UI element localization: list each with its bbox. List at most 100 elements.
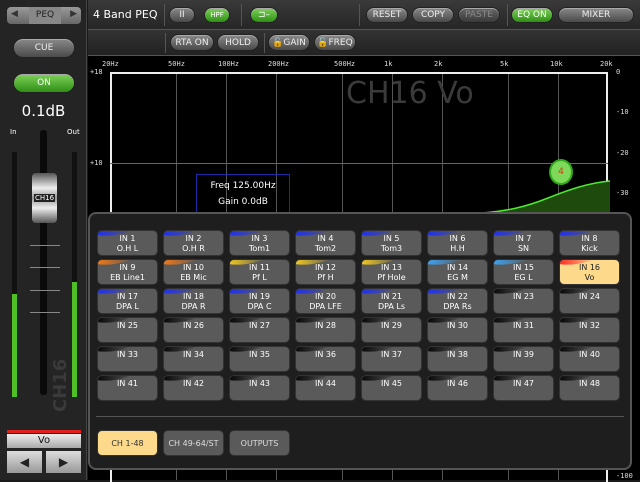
channel-button[interactable]: IN 42 [163, 375, 224, 401]
rta-on-button[interactable]: RTA ON [170, 34, 214, 51]
channel-button[interactable]: IN 16 Vo [559, 259, 620, 285]
channel-button[interactable]: IN 22 DPA Rs [427, 288, 488, 314]
bank-tab[interactable]: CH 49-64/ST [163, 430, 224, 456]
reset-button[interactable]: RESET [366, 7, 408, 23]
eq-type-selector: ◀ PEQ ▶ [7, 7, 81, 24]
cue-button[interactable]: CUE [13, 38, 75, 58]
prev-arrow-icon[interactable]: ◀ [11, 9, 18, 19]
band-4-handle[interactable]: 4 [549, 159, 573, 185]
channel-id: IN 5 [383, 234, 400, 243]
hold-button[interactable]: HOLD [217, 34, 259, 51]
divider [96, 416, 624, 417]
channel-button[interactable]: IN 44 [295, 375, 356, 401]
channel-button[interactable]: IN 39 [493, 346, 554, 372]
bypass-button[interactable]: ⊐– [250, 7, 278, 23]
channel-button[interactable]: IN 8 Kick [559, 230, 620, 256]
eq-on-button[interactable]: EQ ON [511, 7, 553, 23]
channel-button[interactable]: IN 23 [493, 288, 554, 314]
prev-channel-button[interactable]: ◀ [7, 451, 42, 473]
channel-button[interactable]: IN 25 [97, 317, 158, 343]
channel-button[interactable]: IN 14 EG M [427, 259, 488, 285]
channel-button[interactable]: IN 7 SN [493, 230, 554, 256]
paste-button[interactable]: PASTE [458, 7, 500, 23]
gain-lock-button[interactable]: 🔓 GAIN [268, 34, 310, 51]
channel-button[interactable]: IN 4 Tom2 [295, 230, 356, 256]
channel-button[interactable]: IN 37 [361, 346, 422, 372]
channel-button[interactable]: IN 40 [559, 346, 620, 372]
channel-button[interactable]: IN 36 [295, 346, 356, 372]
bank-tab[interactable]: OUTPUTS [229, 430, 290, 456]
channel-button[interactable]: IN 15 EG L [493, 259, 554, 285]
fader-cap-label: CH16 [33, 194, 56, 202]
freq-lock-button[interactable]: 🔓 FREQ [314, 34, 356, 51]
channel-button[interactable]: IN 46 [427, 375, 488, 401]
mixer-button[interactable]: MIXER [558, 7, 634, 23]
channel-button[interactable]: IN 29 [361, 317, 422, 343]
left-arrow-icon: ◀ [19, 455, 30, 469]
channel-button[interactable]: IN 48 [559, 375, 620, 401]
channel-button[interactable]: IN 34 [163, 346, 224, 372]
channel-button[interactable]: IN 2 O.H R [163, 230, 224, 256]
channel-button[interactable]: IN 24 [559, 288, 620, 314]
channel-button[interactable]: IN 47 [493, 375, 554, 401]
channel-name[interactable]: Vo [7, 434, 81, 448]
channel-button[interactable]: IN 38 [427, 346, 488, 372]
channel-button[interactable]: IN 9 EB Line1 [97, 259, 158, 285]
channel-id: IN 11 [248, 263, 271, 272]
channel-id: IN 37 [380, 350, 403, 359]
channel-id: IN 15 [512, 263, 535, 272]
freq-label: 200Hz [268, 60, 290, 68]
gridline [110, 163, 608, 164]
right-arrow-icon: ▶ [58, 455, 69, 469]
channel-button[interactable]: IN 35 [229, 346, 290, 372]
hpf-button[interactable]: HPF [204, 7, 230, 23]
eq-title: 4 Band PEQ [93, 8, 158, 21]
channel-button[interactable]: IN 5 Tom3 [361, 230, 422, 256]
channel-id: IN 38 [446, 350, 469, 359]
channel-button[interactable]: IN 1 O.H L [97, 230, 158, 256]
channel-button[interactable]: IN 41 [97, 375, 158, 401]
next-channel-button[interactable]: ▶ [46, 451, 81, 473]
freq-label: 2k [434, 60, 443, 68]
copy-button[interactable]: COPY [412, 7, 454, 23]
channel-select-popup: IN 1 O.H L IN 2 O.H R IN 3 Tom1 IN 4 Tom2 IN 5 To… [88, 212, 632, 470]
channel-button[interactable]: IN 45 [361, 375, 422, 401]
channel-button[interactable]: IN 3 Tom1 [229, 230, 290, 256]
channel-label: EB Mic [180, 273, 207, 282]
channel-label: Tom3 [380, 244, 403, 253]
in-meter [12, 152, 17, 397]
channel-button[interactable]: IN 13 Pf Hole [361, 259, 422, 285]
fader-knob[interactable]: CH16 [32, 173, 57, 223]
channel-button[interactable]: IN 21 DPA Ls [361, 288, 422, 314]
channel-label: DPA C [247, 302, 272, 311]
channel-button[interactable]: IN 19 DPA C [229, 288, 290, 314]
band-info-box: Freq 125.00Hz Gain 0.0dB [196, 174, 290, 214]
channel-button[interactable]: IN 32 [559, 317, 620, 343]
next-arrow-icon[interactable]: ▶ [70, 9, 77, 19]
channel-button[interactable]: IN 30 [427, 317, 488, 343]
on-button[interactable]: ON [13, 73, 75, 93]
channel-button[interactable]: IN 31 [493, 317, 554, 343]
channel-id: IN 45 [380, 379, 403, 388]
channel-label: SN [517, 244, 530, 253]
channel-id: IN 6 [449, 234, 466, 243]
gain-readout: Gain 0.0dB [218, 197, 268, 207]
channel-id: IN 34 [182, 350, 205, 359]
channel-button[interactable]: IN 33 [97, 346, 158, 372]
channel-button[interactable]: IN 43 [229, 375, 290, 401]
channel-button[interactable]: IN 10 EB Mic [163, 259, 224, 285]
channel-button[interactable]: IN 28 [295, 317, 356, 343]
channel-label: Tom1 [248, 244, 271, 253]
channel-button[interactable]: IN 17 DPA L [97, 288, 158, 314]
channel-button[interactable]: IN 11 Pf L [229, 259, 290, 285]
channel-id: IN 31 [512, 321, 535, 330]
channel-button[interactable]: IN 27 [229, 317, 290, 343]
bank-tab[interactable]: CH 1-48 [97, 430, 158, 456]
gain-label: +18 [90, 68, 103, 76]
channel-button[interactable]: IN 26 [163, 317, 224, 343]
channel-button[interactable]: IN 20 DPA LFE [295, 288, 356, 314]
eq-type-button[interactable]: II [169, 7, 195, 23]
channel-button[interactable]: IN 18 DPA R [163, 288, 224, 314]
channel-button[interactable]: IN 6 H.H [427, 230, 488, 256]
channel-button[interactable]: IN 12 Pf H [295, 259, 356, 285]
